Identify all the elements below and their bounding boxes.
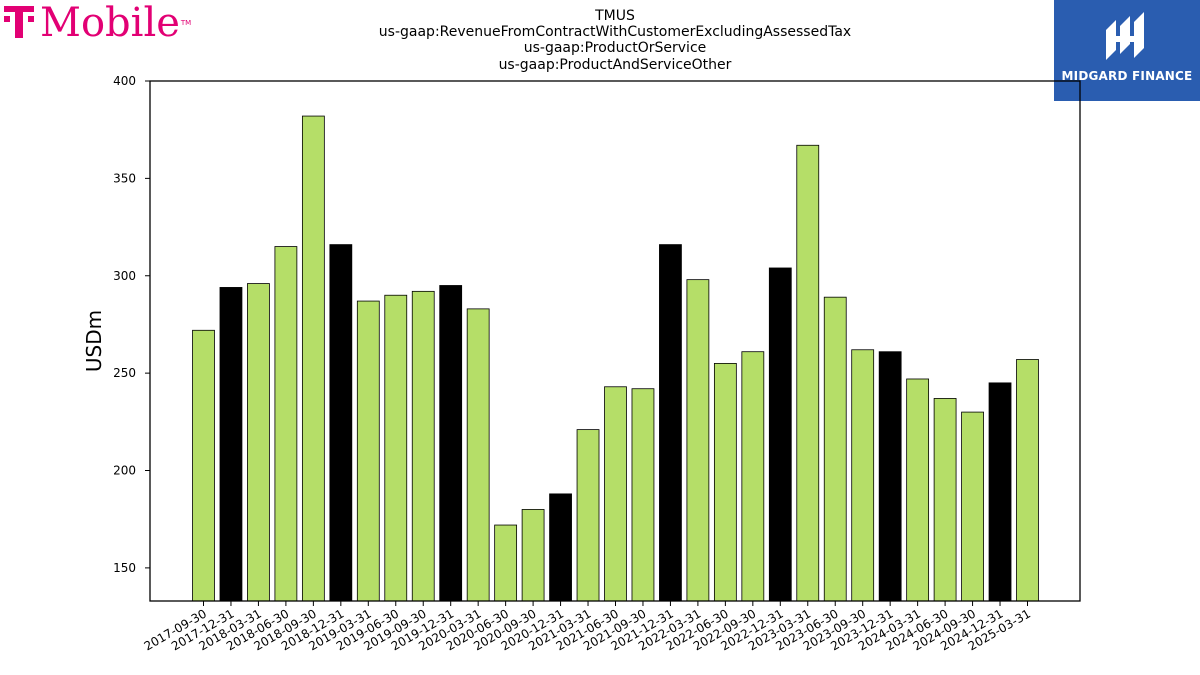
t-mobile-t-icon <box>4 6 34 42</box>
y-tick-label: 250 <box>113 366 136 380</box>
bar-2018-03-31 <box>247 283 270 602</box>
bar-2021-09-30 <box>631 388 655 602</box>
bar-2024-03-31 <box>906 378 930 602</box>
bar-2020-06-30 <box>494 524 518 602</box>
bar-2018-06-30 <box>274 246 298 602</box>
bar-2024-09-30 <box>961 411 984 602</box>
t-mobile-logo: MobileTM <box>4 2 191 44</box>
bar-2019-06-30 <box>384 294 408 602</box>
bar-2021-06-30 <box>604 386 627 602</box>
bar-2020-12-31 <box>549 493 572 602</box>
bar-2019-03-31 <box>356 300 380 602</box>
bar-2018-12-31 <box>329 244 353 602</box>
bar-2024-12-31 <box>988 382 1012 602</box>
bar-2019-09-30 <box>411 290 435 602</box>
midgard-monogram-icon <box>1106 12 1144 60</box>
bar-2020-09-30 <box>521 509 545 602</box>
y-tick-label: 400 <box>113 74 136 88</box>
bar-2020-03-31 <box>466 308 490 602</box>
chart-title-line-4: us-gaap:ProductAndServiceOther <box>498 57 732 73</box>
bar-2023-09-30 <box>851 349 875 602</box>
bar-2021-12-31 <box>659 244 682 602</box>
bar-2023-06-30 <box>823 296 847 602</box>
chart-title-line-3: us-gaap:ProductOrService <box>523 40 707 56</box>
chart-title-line-1: TMUS <box>595 8 635 24</box>
t-mobile-wordmark: Mobile <box>40 0 180 46</box>
bar-2017-12-31 <box>219 287 243 602</box>
bar-2022-06-30 <box>713 362 737 602</box>
y-tick-label: 150 <box>113 561 136 575</box>
chart-title-line-2: us-gaap:RevenueFromContractWithCustomerE… <box>378 24 852 40</box>
bar-2024-06-30 <box>933 398 957 602</box>
bar-2023-12-31 <box>878 351 902 602</box>
y-tick-label: 300 <box>113 269 136 283</box>
y-tick-label: 200 <box>113 464 136 478</box>
bar-2022-09-30 <box>741 351 765 602</box>
midgard-finance-label: MIDGARD FINANCE <box>1061 69 1193 83</box>
bar-2025-03-31 <box>1016 359 1039 602</box>
bar-2022-12-31 <box>768 267 792 602</box>
y-axis-label: USDm <box>82 310 106 372</box>
bar-2022-03-31 <box>686 279 710 602</box>
bar-2023-03-31 <box>796 144 820 602</box>
midgard-finance-logo: MIDGARD FINANCE <box>1054 0 1200 101</box>
y-tick-label: 350 <box>113 171 136 185</box>
bar-2021-03-31 <box>576 429 600 602</box>
bar-2017-09-30 <box>192 329 215 602</box>
bar-2019-12-31 <box>439 285 463 602</box>
bar-2018-09-30 <box>301 115 325 602</box>
